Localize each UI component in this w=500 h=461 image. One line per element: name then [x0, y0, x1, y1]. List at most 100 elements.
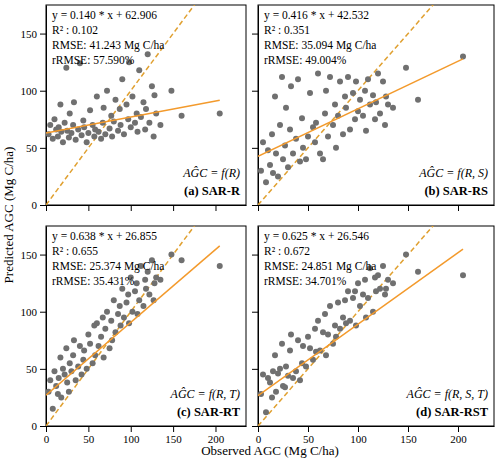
- point: [300, 343, 306, 349]
- point: [56, 375, 62, 381]
- point: [352, 116, 358, 122]
- point: [136, 297, 142, 303]
- axis-line: [258, 6, 259, 206]
- point: [390, 280, 396, 286]
- point: [287, 127, 293, 133]
- tick: [252, 369, 258, 370]
- tick-mark: [252, 369, 258, 370]
- point: [272, 352, 278, 358]
- tick-mark: [252, 148, 258, 149]
- point: [79, 132, 85, 138]
- tick-mark: [252, 91, 258, 92]
- tick: 150: [21, 28, 47, 40]
- point: [168, 88, 174, 94]
- tick-label: 150: [400, 433, 417, 445]
- point: [81, 348, 87, 354]
- panel: 050100150y = 0.140 * x + 62.906R² : 0.10…: [21, 0, 247, 211]
- point: [317, 151, 323, 157]
- tick-mark: [252, 312, 258, 313]
- point: [365, 76, 371, 82]
- point: [217, 111, 223, 117]
- tick: [252, 255, 258, 256]
- tick-mark: [358, 426, 359, 432]
- x-axis: 050100150200: [256, 426, 495, 445]
- tick: 200: [450, 426, 467, 445]
- point: [132, 288, 138, 294]
- tick: [258, 205, 259, 211]
- point: [146, 120, 152, 126]
- tick: 150: [21, 249, 47, 261]
- point: [460, 272, 466, 278]
- point: [382, 292, 388, 298]
- tick: 0: [256, 426, 262, 445]
- panel: y = 0.416 * x + 42.532R² : 0.351RMSE: 35…: [252, 0, 495, 211]
- points: [46, 51, 223, 145]
- point: [100, 314, 106, 320]
- point: [98, 334, 104, 340]
- tick-mark: [252, 205, 258, 206]
- panel: 050100150200050100150y = 0.638 * x + 26.…: [21, 156, 247, 445]
- formula: AĜC = f(R, S, T): [406, 387, 488, 401]
- point: [342, 93, 348, 99]
- point: [60, 366, 66, 372]
- tick-label: 100: [350, 433, 367, 445]
- point: [353, 79, 359, 85]
- tick: 0: [32, 199, 47, 211]
- y-axis-title: Predicted AGC (Mg C/ha): [1, 147, 16, 284]
- point: [295, 76, 301, 82]
- tick-mark: [40, 205, 46, 206]
- tick: 150: [400, 426, 417, 445]
- tick: [215, 205, 216, 211]
- point: [98, 136, 104, 142]
- panel: 050100150200y = 0.625 * x + 26.546R² : 0…: [252, 156, 495, 445]
- tick: [88, 205, 89, 211]
- point: [280, 156, 286, 162]
- point: [313, 120, 319, 126]
- tick: [408, 205, 409, 211]
- point: [64, 380, 70, 386]
- tick: 150: [165, 426, 182, 445]
- point: [128, 124, 134, 130]
- panel-title: (c) SAR-RT: [177, 405, 241, 419]
- point: [66, 389, 72, 395]
- plot-area: [258, 5, 494, 205]
- point: [272, 93, 278, 99]
- point: [67, 360, 73, 366]
- point: [390, 105, 396, 111]
- point: [58, 394, 64, 400]
- tick-label: 50: [26, 142, 38, 154]
- point: [365, 295, 371, 301]
- tick: [252, 312, 258, 313]
- tick: [46, 205, 47, 211]
- annotation: y = 0.416 * x + 42.532: [264, 9, 369, 22]
- point: [168, 252, 174, 258]
- axis-line: [259, 205, 495, 206]
- point: [112, 97, 118, 103]
- point: [380, 79, 386, 85]
- point: [104, 309, 110, 315]
- axis-line: [46, 227, 47, 427]
- tick-label: 150: [21, 28, 38, 40]
- point: [322, 311, 328, 317]
- point: [140, 303, 146, 309]
- point: [124, 101, 130, 107]
- formula: AĜC = f(R, S): [418, 166, 488, 180]
- tick-label: 200: [450, 433, 467, 445]
- fit-line: [46, 100, 220, 133]
- point: [323, 88, 329, 94]
- annotation: y = 0.625 * x + 26.546: [264, 230, 369, 243]
- point: [111, 297, 117, 303]
- point: [460, 53, 466, 59]
- point: [132, 120, 138, 126]
- point: [115, 311, 121, 317]
- x-axis: [47, 205, 247, 211]
- point: [380, 263, 386, 269]
- annotation: R² : 0.351: [264, 24, 310, 36]
- annotation: y = 0.638 * x + 26.855: [52, 230, 157, 243]
- tick: [131, 205, 132, 211]
- point: [51, 116, 57, 122]
- tick-mark: [252, 255, 258, 256]
- point: [87, 341, 93, 347]
- tick-mark: [88, 205, 89, 211]
- point: [47, 377, 53, 383]
